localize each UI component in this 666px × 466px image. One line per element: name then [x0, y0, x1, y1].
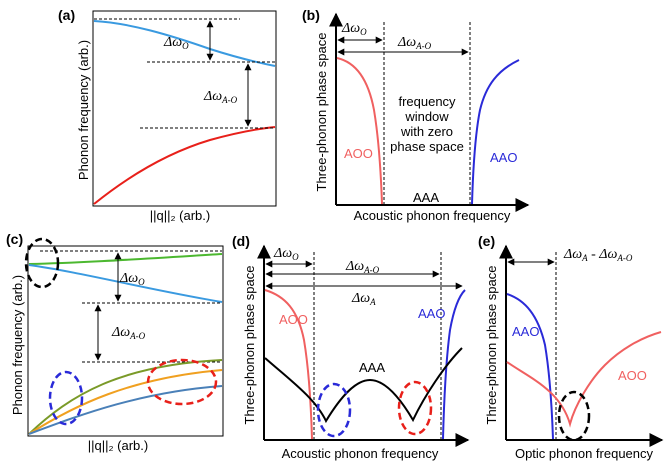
panel-c-acoustic-orange	[28, 369, 223, 435]
panel-d-ylabel: Three-phonon phase space	[242, 265, 257, 424]
panel-a-xlabel: ||q||₂ (arb.)	[150, 208, 210, 223]
panel-d-aaa-curve	[264, 347, 463, 424]
panel-b-aoo-label: AOO	[344, 146, 373, 161]
panel-d-gap-mid-label: ΔωA-O	[345, 259, 380, 275]
panel-b-gap-small-label: ΔωO	[341, 21, 367, 37]
panel-c-ylabel: Phonon frequency (arb.)	[10, 275, 25, 415]
panel-b-aaa-label: AAA	[413, 190, 439, 205]
panel-b-aoo-curve	[336, 57, 383, 205]
panel-e: (e) Three-phonon phase space Optic phono…	[478, 233, 664, 461]
panel-a-gap-large-label: ΔωA-O	[203, 89, 238, 105]
panel-d-circle-blue	[316, 382, 352, 438]
panel-c-gap-small-label: ΔωO	[119, 271, 145, 287]
panel-a-gap-small-label: ΔωO	[163, 35, 189, 51]
panel-e-ylabel: Three-phonon phase space	[484, 265, 499, 424]
panel-c-label: (c)	[6, 231, 23, 247]
panel-d: (d) Three-phonon phase space Acoustic ph…	[232, 233, 470, 461]
panel-b-window-line-3: with zero	[400, 124, 453, 139]
panel-b: (b) Three-phonon phase space Acoustic ph…	[302, 7, 530, 223]
panel-d-xlabel: Acoustic phonon frequency	[282, 446, 439, 461]
panel-e-aao-curve	[506, 293, 554, 440]
panel-b-gap-large-label: ΔωA-O	[397, 35, 432, 51]
panel-b-window-line-1: frequency	[398, 94, 456, 109]
panel-c-gap-large-label: ΔωA-O	[111, 325, 146, 341]
panel-d-aoo-label: AOO	[279, 312, 308, 327]
panel-e-gap-label: ΔωA - ΔωA-O	[563, 247, 633, 263]
panel-c-optical-green	[28, 253, 223, 265]
panel-e-aao-label: AAO	[512, 324, 539, 339]
panel-c: (c) Phonon frequency (arb.) ||q||₂ (arb.…	[6, 231, 224, 453]
panel-c-acoustic-olive	[28, 359, 223, 435]
panel-b-xlabel: Acoustic phonon frequency	[354, 208, 511, 223]
panel-d-aao-label: AAO	[418, 306, 445, 321]
panel-a-label: (a)	[58, 7, 75, 23]
panel-c-circle-black	[24, 237, 60, 289]
panel-c-acoustic-steel	[28, 385, 223, 435]
panel-a: (a) Phonon frequency (arb.) ||q||₂ (arb.…	[58, 7, 277, 223]
panel-c-xlabel: ||q||₂ (arb.)	[88, 438, 148, 453]
panel-d-aoo-curve	[264, 289, 313, 440]
panel-b-window-line-2: window	[404, 109, 449, 124]
panel-d-aaa-label: AAA	[359, 360, 385, 375]
panel-a-ylabel: Phonon frequency (arb.)	[76, 40, 91, 180]
panel-b-window-line-4: phase space	[390, 139, 464, 154]
panel-c-circle-red	[146, 358, 218, 406]
panel-b-aao-curve	[471, 59, 520, 205]
panel-d-label: (d)	[232, 233, 250, 249]
panel-e-aoo-label: AOO	[618, 368, 647, 383]
panel-a-acoustic-branch	[93, 126, 276, 205]
panel-b-label: (b)	[302, 7, 320, 23]
panel-e-label: (e)	[478, 233, 495, 249]
panel-a-frame	[92, 10, 277, 207]
panel-b-ylabel: Three-phonon phase space	[314, 32, 329, 191]
panel-e-xlabel: Optic phonon frequency	[515, 446, 654, 461]
panel-b-aao-label: AAO	[490, 150, 517, 165]
panel-e-circle-black	[557, 390, 591, 442]
panel-c-frame	[27, 245, 224, 437]
panel-c-circle-blue	[48, 370, 84, 426]
panel-d-aao-curve	[442, 289, 466, 440]
panel-d-gap-small-label: ΔωO	[273, 246, 299, 262]
panel-d-circle-red	[397, 380, 433, 436]
panel-d-gap-large-label: ΔωA	[351, 291, 376, 307]
